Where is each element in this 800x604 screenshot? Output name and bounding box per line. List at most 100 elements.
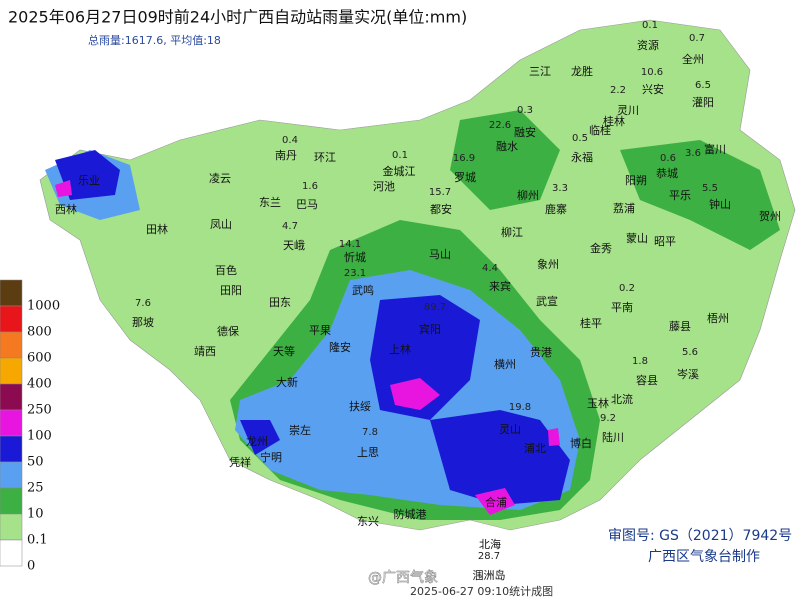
legend-label: 1000 xyxy=(27,299,60,314)
place-name: 北流 xyxy=(611,392,633,406)
map-subtitle: 总雨量:1617.6, 平均值:18 xyxy=(88,33,221,47)
place-name: 临桂 xyxy=(589,123,611,137)
rain-reading: 4.7 xyxy=(282,221,298,232)
legend-label: 25 xyxy=(27,481,44,496)
place-name: 灵川 xyxy=(617,104,639,117)
place-name: 全州 xyxy=(682,52,704,66)
legend-label: 0 xyxy=(27,559,35,574)
place-name: 北海 xyxy=(479,537,501,551)
place-name: 隆安 xyxy=(329,340,351,354)
place-name: 灌阳 xyxy=(692,96,714,109)
place-name: 环江 xyxy=(314,151,336,164)
place-name: 岑溪 xyxy=(677,368,699,381)
legend-swatch xyxy=(0,279,23,307)
place-name: 容县 xyxy=(636,373,658,387)
place-name: 桂平 xyxy=(580,316,602,330)
place-name: 桂林 xyxy=(603,114,625,128)
watermark: @广西气象 xyxy=(368,570,438,586)
place-name: 马山 xyxy=(429,248,451,261)
place-name: 凤山 xyxy=(210,218,232,231)
rain-reading: 15.7 xyxy=(429,187,451,198)
place-name: 扶绥 xyxy=(349,399,371,413)
place-name: 东兰 xyxy=(259,196,281,209)
legend-label: 800 xyxy=(27,325,52,340)
place-name: 平果 xyxy=(309,324,331,337)
rain-reading: 9.2 xyxy=(600,413,616,424)
place-name: 永福 xyxy=(571,150,593,164)
place-name: 武宣 xyxy=(536,294,558,308)
rain-reading: 3.3 xyxy=(552,183,568,194)
place-name: 田阳 xyxy=(220,284,242,297)
rain-reading: 0.6 xyxy=(660,153,676,164)
place-name: 恭城 xyxy=(656,167,678,180)
place-name: 罗城 xyxy=(454,171,476,184)
place-name: 南丹 xyxy=(275,149,297,162)
rain-reading: 0.5 xyxy=(572,133,588,144)
rainstorm xyxy=(240,420,280,455)
heavy-rainstorm xyxy=(548,428,560,446)
legend-swatch xyxy=(0,539,23,567)
rain-reading: 3.6 xyxy=(685,148,701,159)
place-name: 宁明 xyxy=(260,450,282,464)
place-name: 横州 xyxy=(494,357,516,371)
place-name: 田林 xyxy=(146,222,168,236)
rain-reading: 4.4 xyxy=(482,263,498,274)
place-name: 融安 xyxy=(514,125,536,139)
place-name: 鹿寨 xyxy=(545,202,567,216)
heavy-rainstorm xyxy=(390,378,440,410)
maker: 广西区气象台制作 xyxy=(648,549,760,565)
rain-reading: 0.3 xyxy=(517,105,533,116)
legend-swatch xyxy=(0,435,23,463)
place-name: 都安 xyxy=(430,202,452,216)
place-name: 梧州 xyxy=(707,311,729,325)
place-name: 富川 xyxy=(704,142,726,156)
rain-reading: 23.1 xyxy=(344,268,366,279)
rain-reading: 0.1 xyxy=(642,20,658,31)
rain-reading: 0.4 xyxy=(282,135,298,146)
legend-swatch xyxy=(0,409,23,437)
place-name: 荔浦 xyxy=(613,202,635,215)
place-name: 天峨 xyxy=(283,239,305,252)
rain-reading: 89.7 xyxy=(424,302,446,313)
place-name: 上思 xyxy=(357,446,379,459)
legend-swatch xyxy=(0,383,23,411)
place-name: 钟山 xyxy=(709,197,731,211)
legend-label: 400 xyxy=(27,377,52,392)
rain-reading: 5.6 xyxy=(682,347,698,358)
moderate-rain xyxy=(450,110,560,210)
place-name: 陆川 xyxy=(602,430,624,444)
place-name: 平南 xyxy=(611,301,633,314)
rain-reading: 22.6 xyxy=(489,120,511,131)
place-name: 三江 xyxy=(529,65,551,78)
rain-areas xyxy=(39,19,796,531)
place-name: 大新 xyxy=(276,375,298,389)
place-name: 德保 xyxy=(217,324,239,338)
legend-label: 50 xyxy=(27,455,44,470)
legend-swatch xyxy=(0,305,23,333)
place-name: 龙胜 xyxy=(571,64,593,78)
rain-reading: 0.1 xyxy=(392,150,408,161)
legend-label: 250 xyxy=(27,403,52,418)
place-name: 天等 xyxy=(273,344,295,358)
legend-label: 10 xyxy=(27,507,44,522)
map-title: 2025年06月27日09时前24小时广西自动站雨量实况(单位:mm) xyxy=(8,8,467,27)
rain-reading: 2.2 xyxy=(610,85,626,96)
rain-reading: 19.8 xyxy=(509,402,531,413)
legend: 1000 800 600 400 250 100 50 25 10 0.1 0 xyxy=(0,279,60,574)
rainstorm xyxy=(55,150,120,200)
place-name: 西林 xyxy=(55,202,77,216)
place-name: 平乐 xyxy=(669,189,691,202)
rain-reading: 28.7 xyxy=(478,551,500,562)
place-name: 藤县 xyxy=(669,320,691,333)
legend-swatch xyxy=(0,461,23,489)
place-name: 金城江 xyxy=(383,164,416,178)
place-name: 贵港 xyxy=(530,346,552,359)
place-name: 融水 xyxy=(496,140,518,153)
rain-reading: 0.2 xyxy=(619,283,635,294)
rain-reading: 1.6 xyxy=(302,181,318,192)
heavy-rainstorm xyxy=(475,488,515,515)
place-name: 博白 xyxy=(570,436,592,450)
place-name: 贺州 xyxy=(759,210,781,223)
rain-reading: 0.7 xyxy=(689,33,705,44)
